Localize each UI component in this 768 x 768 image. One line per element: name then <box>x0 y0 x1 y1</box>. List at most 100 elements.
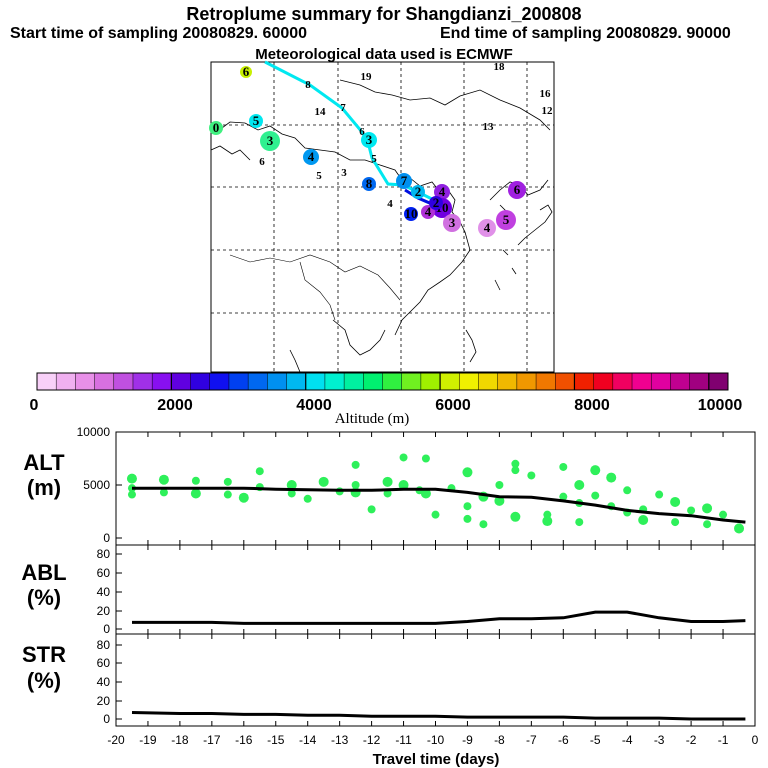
time-series-panels: ALT(m)1000050000ABL(%)806040200STR(%)806… <box>21 425 758 768</box>
map-marker-label: 0 <box>213 120 220 135</box>
colorbar-swatch <box>478 373 499 390</box>
alt-scatter-point <box>382 476 393 487</box>
y-tick-label: 0 <box>103 531 110 545</box>
x-tick-label: -20 <box>107 733 125 747</box>
str-line <box>131 711 746 721</box>
alt-scatter-point <box>159 488 168 497</box>
map-marker: 14 <box>315 106 327 118</box>
start-time-label: Start time of sampling 20080829. 60000 <box>10 25 308 42</box>
y-tick-label: 20 <box>97 694 111 708</box>
map-marker: 12 <box>542 105 554 117</box>
map-marker-label: 5 <box>316 170 322 182</box>
alt-scatter-point <box>655 490 664 499</box>
map-marker-label: 5 <box>503 212 510 227</box>
x-tick-label: -9 <box>462 733 473 747</box>
alt-scatter-point <box>735 523 744 532</box>
colorbar-swatch <box>689 373 710 390</box>
x-tick-label: -12 <box>363 733 381 747</box>
colorbar-tick-label: 2000 <box>157 397 193 414</box>
y-tick-label: 40 <box>97 585 111 599</box>
alt-scatter-point <box>367 505 376 514</box>
map-marker-dot <box>508 181 526 199</box>
map-marker: 10 <box>404 206 418 221</box>
colorbar-swatch <box>152 373 172 390</box>
x-tick-label: -18 <box>171 733 189 747</box>
map-marker-dot <box>443 214 461 232</box>
alt-scatter-point <box>420 488 431 499</box>
map-marker-dot <box>260 131 280 151</box>
alt-scatter-point <box>127 490 136 499</box>
colorbar-swatch <box>305 373 326 390</box>
map-marker: 0 <box>209 120 223 135</box>
map-marker: 3 <box>443 214 461 232</box>
alt-scatter-point <box>190 488 201 499</box>
map-marker-label: 7 <box>340 102 346 114</box>
colorbar-swatch <box>708 373 729 390</box>
alt-scatter-point <box>559 462 568 471</box>
map-marker-label: 4 <box>387 198 393 210</box>
colorbar-swatch <box>248 373 268 390</box>
alt-scatter-point <box>191 476 200 485</box>
map-marker-label: 3 <box>366 132 373 147</box>
map-marker: 19 <box>361 71 373 83</box>
map-marker: 5 <box>249 113 263 128</box>
colorbar-swatch <box>94 373 115 390</box>
colorbar-label: Altitude (m) <box>335 411 410 427</box>
alt-scatter-point <box>223 490 232 499</box>
panel-ylabel: ALT <box>23 450 65 475</box>
alt-scatter-point <box>238 492 249 503</box>
x-tick-label: 0 <box>752 733 759 747</box>
map-marker-label: 8 <box>305 79 311 91</box>
alt-scatter-point <box>351 460 360 469</box>
panel-ylabel-unit: (%) <box>27 668 61 693</box>
map-marker-label: 3 <box>341 167 347 179</box>
alt-scatter-point <box>574 480 585 490</box>
map-marker-label: 3 <box>449 215 456 230</box>
map-marker-label: 7 <box>401 173 408 188</box>
map-marker: 6 <box>359 126 365 138</box>
colorbar-tick-label: 0 <box>30 397 39 414</box>
y-tick-label: 80 <box>97 547 111 561</box>
alt-scatter-point <box>527 471 536 480</box>
y-tick-label: 5000 <box>83 478 110 492</box>
colorbar-swatch <box>382 373 403 390</box>
map-marker: 4 <box>303 149 319 165</box>
alt-scatter-point <box>255 467 264 476</box>
alt-scatter-point <box>398 480 409 490</box>
end-time-label: End time of sampling 20080829. 90000 <box>440 25 731 42</box>
map-marker-label: 5 <box>253 113 260 128</box>
colorbar-swatch <box>632 373 652 390</box>
map-marker: 5 <box>496 210 516 230</box>
alt-scatter-point <box>719 510 728 519</box>
alt-scatter-point <box>351 481 360 489</box>
x-tick-label: -2 <box>686 733 697 747</box>
x-tick-label: -8 <box>494 733 505 747</box>
alt-scatter-point <box>463 514 472 523</box>
alt-scatter-point <box>286 480 297 490</box>
map-marker-label: 6 <box>514 182 521 197</box>
colorbar-swatch <box>593 373 614 390</box>
map-marker-label: 4 <box>439 184 446 199</box>
map-marker-dot <box>421 205 435 219</box>
map-marker-dot <box>396 173 412 189</box>
panel-abl: ABL(%) 80 60 40 20 0 <box>21 544 756 636</box>
alt-scatter-point <box>126 473 137 484</box>
y-tick-label: 0 <box>103 712 110 726</box>
alt-scatter-point <box>318 476 329 487</box>
colorbar-swatch <box>420 373 441 390</box>
y-tick-label: 60 <box>97 566 111 580</box>
map-marker: 6 <box>259 156 265 168</box>
colorbar-swatch <box>459 373 479 390</box>
map-marker-label: 12 <box>542 105 554 117</box>
map-marker-label: 2 <box>415 184 422 199</box>
alt-scatter-point <box>542 516 553 527</box>
panel-ylabel-unit: (%) <box>27 585 61 610</box>
colorbar-swatch <box>324 373 345 390</box>
alt-mean-line <box>132 486 746 524</box>
map-marker-label: 6 <box>259 156 265 168</box>
map-marker-label: 18 <box>494 61 506 73</box>
alt-scatter-point <box>127 484 136 493</box>
map-marker: 3 <box>341 167 347 179</box>
x-tick-label: -15 <box>267 733 285 747</box>
alt-scatter-point <box>431 510 440 519</box>
